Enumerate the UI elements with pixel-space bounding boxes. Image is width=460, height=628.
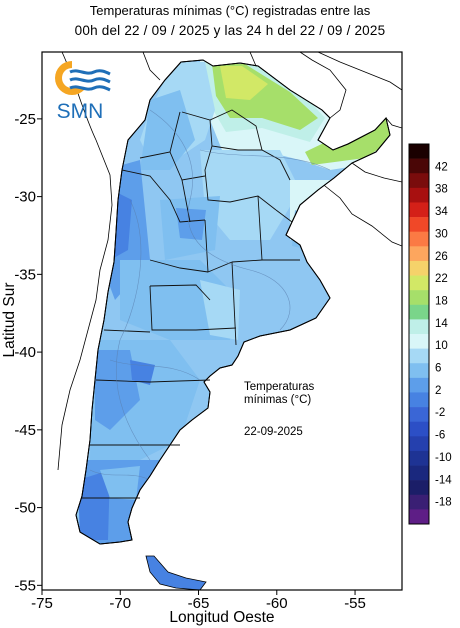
province-borders: [82, 109, 300, 499]
legend-label: 26: [435, 251, 448, 263]
legend-swatch: [409, 407, 429, 422]
legend-label: 30: [435, 228, 448, 240]
legend-label: -6: [435, 430, 445, 442]
legend-swatch: [409, 304, 429, 320]
tierra-del-fuego: [145, 555, 207, 590]
legend-label: 38: [435, 184, 448, 196]
map-frame: [41, 51, 403, 591]
y-tick-label: -50: [14, 500, 36, 517]
legend-label: 22: [435, 273, 448, 285]
smn-logo-text: SMN: [57, 100, 104, 123]
legend-label: 6: [435, 363, 441, 375]
legend-swatch: [409, 319, 429, 335]
y-tick-label: -35: [14, 266, 36, 283]
legend-swatch: [409, 377, 429, 393]
x-tick-label: -55: [344, 595, 366, 612]
legend-swatch: [409, 348, 429, 364]
y-tick-label: -40: [14, 344, 36, 361]
legend-swatch: [409, 494, 429, 510]
legend-swatch: [409, 465, 429, 481]
legend-swatch: [409, 436, 429, 452]
y-tick-label: -25: [14, 111, 36, 128]
legend-label: -2: [435, 407, 445, 419]
legend-label: 18: [435, 295, 448, 307]
legend-swatch: [409, 260, 429, 276]
legend-label: 14: [435, 318, 448, 330]
legend-swatch: [409, 363, 429, 379]
legend-swatch: [409, 290, 429, 306]
legend-frame: [408, 143, 430, 525]
x-axis: -75 -70 -65 -60 -55: [31, 590, 366, 612]
color-legend: 42 38 34 30 26 22 18 14 10 6 2 -2 -6 -10 -14 -18: [408, 143, 452, 525]
legend-swatch: [409, 480, 429, 496]
legend-swatch: [409, 421, 429, 437]
y-tick-label: -45: [14, 422, 36, 439]
legend-swatch: [409, 173, 429, 189]
x-axis-title: Longitud Oeste: [169, 609, 274, 626]
legend-swatch: [409, 334, 429, 349]
legend-label: -14: [435, 474, 452, 486]
legend-swatch: [409, 158, 429, 174]
map-title-line-1: Temperaturas mínimas (°C) registradas en…: [89, 3, 371, 18]
legend-swatch: [409, 509, 429, 525]
annotation-title-line-2: mínimas (°C): [244, 394, 311, 406]
x-tick-label: -70: [109, 595, 131, 612]
legend-label: 34: [435, 206, 448, 218]
x-tick-label: -65: [188, 595, 210, 612]
legend-swatch: [409, 202, 429, 218]
annotation-date: 22-09-2025: [244, 426, 303, 438]
isotherm-lines: [89, 109, 331, 481]
y-tick-label: -30: [14, 189, 36, 206]
legend-label: -18: [435, 497, 452, 509]
legend-label: 2: [435, 385, 441, 397]
legend-swatch: [409, 231, 429, 247]
x-tick-label: -60: [266, 595, 288, 612]
legend-swatch: [409, 450, 429, 466]
legend-label: 10: [435, 340, 448, 352]
argentina-outline: [75, 59, 391, 545]
legend-swatch: [409, 246, 429, 262]
y-tick-label: -55: [14, 577, 36, 594]
legend-swatch: [409, 187, 429, 203]
y-axis-title: Latitud Sur: [1, 283, 18, 358]
annotation-title: Temperaturas mínimas (°C): [244, 381, 318, 406]
legend-swatch: [409, 275, 429, 291]
legend-swatch: [409, 217, 429, 232]
smn-sun-waves-icon: [55, 60, 112, 95]
legend-swatch: [409, 392, 429, 408]
temperature-field: [76, 60, 390, 544]
y-axis: -25 -30 -35 -40 -45 -50 -55: [14, 111, 42, 594]
x-tick-label: -75: [31, 595, 53, 612]
map-title-line-2: 00h del 22 / 09 / 2025 y las 24 h del 22…: [74, 23, 386, 38]
legend-label: -10: [435, 452, 452, 464]
annotation-title-line-1: Temperaturas: [244, 381, 315, 393]
legend-swatch: [409, 144, 429, 159]
legend-label: 42: [435, 161, 448, 173]
